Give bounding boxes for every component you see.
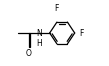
Text: O: O: [26, 49, 32, 58]
Text: F: F: [55, 4, 59, 13]
Text: F: F: [80, 29, 84, 37]
Text: H: H: [36, 39, 42, 48]
Text: N: N: [36, 29, 42, 37]
